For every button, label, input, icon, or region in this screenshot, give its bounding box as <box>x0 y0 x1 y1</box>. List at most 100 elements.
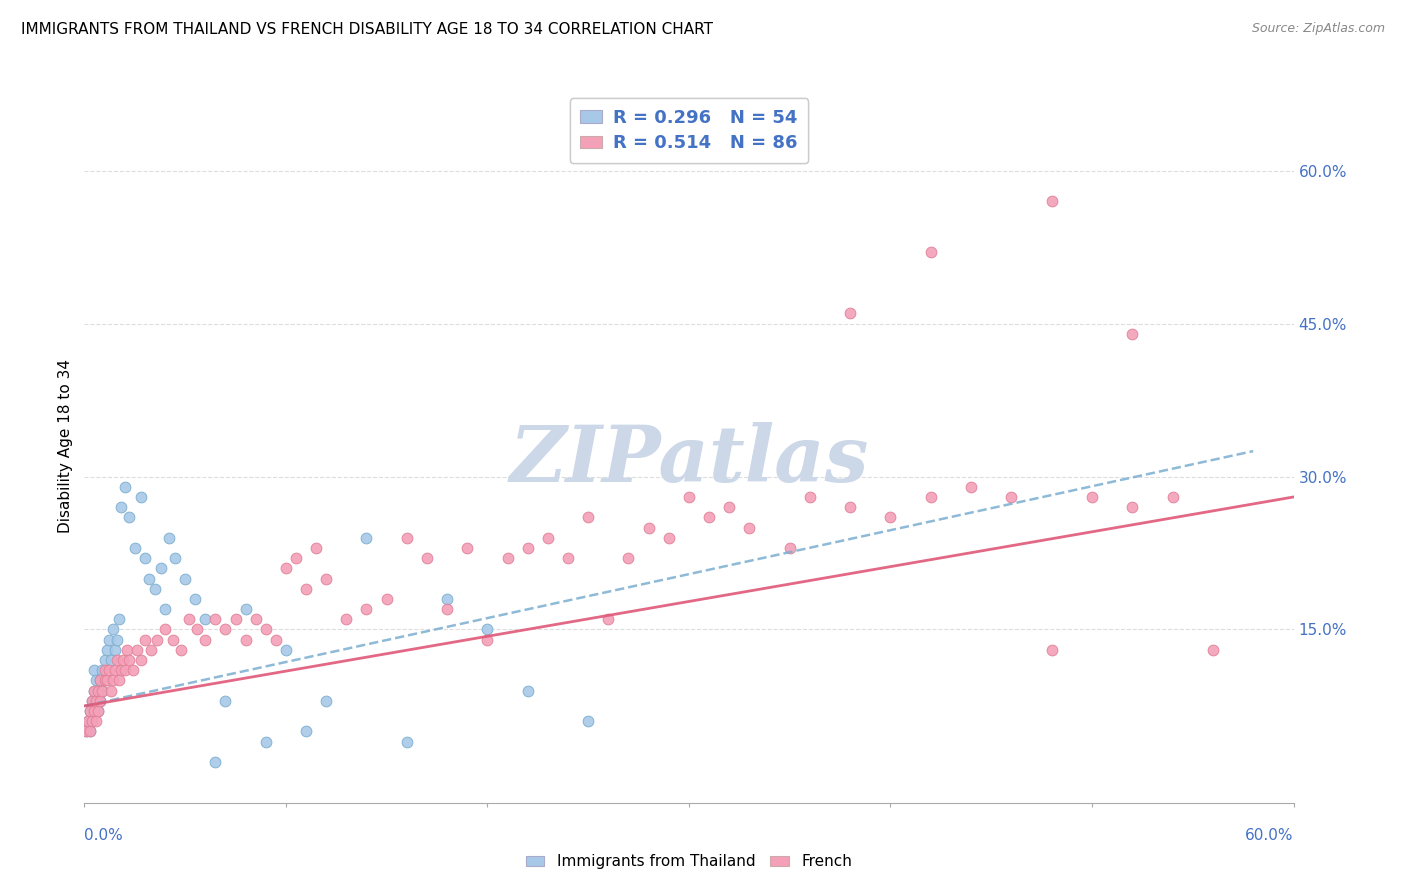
Point <box>82 714 104 729</box>
Point <box>839 500 862 515</box>
Point <box>557 551 579 566</box>
Point <box>315 572 337 586</box>
Point <box>477 632 499 647</box>
Point <box>97 632 120 647</box>
Point <box>86 694 108 708</box>
Point <box>537 531 560 545</box>
Point <box>110 663 132 677</box>
Point <box>576 714 599 729</box>
Point <box>920 490 942 504</box>
Point <box>129 653 152 667</box>
Point <box>75 724 97 739</box>
Point <box>496 551 519 566</box>
Point <box>214 623 236 637</box>
Point <box>87 704 110 718</box>
Point <box>149 561 172 575</box>
Point <box>93 673 115 688</box>
Point <box>153 623 176 637</box>
Point <box>617 551 640 566</box>
Point <box>1040 643 1063 657</box>
Point <box>91 683 114 698</box>
Text: IMMIGRANTS FROM THAILAND VS FRENCH DISABILITY AGE 18 TO 34 CORRELATION CHART: IMMIGRANTS FROM THAILAND VS FRENCH DISAB… <box>21 22 713 37</box>
Point <box>110 500 132 515</box>
Point <box>87 683 110 698</box>
Point <box>598 612 620 626</box>
Point <box>100 683 122 698</box>
Point <box>165 551 187 566</box>
Point <box>83 704 105 718</box>
Text: Source: ZipAtlas.com: Source: ZipAtlas.com <box>1251 22 1385 36</box>
Point <box>295 724 318 739</box>
Point <box>157 531 180 545</box>
Point <box>658 531 681 545</box>
Legend: R = 0.296   N = 54, R = 0.514   N = 86: R = 0.296 N = 54, R = 0.514 N = 86 <box>569 98 808 163</box>
Point <box>134 551 156 566</box>
Point <box>375 591 398 606</box>
Point <box>101 623 124 637</box>
Point <box>105 653 128 667</box>
Point <box>101 673 124 688</box>
Point <box>920 245 942 260</box>
Point <box>416 551 439 566</box>
Point <box>235 602 257 616</box>
Point <box>121 663 143 677</box>
Point <box>96 673 118 688</box>
Point <box>456 541 478 555</box>
Point <box>93 653 115 667</box>
Point <box>799 490 821 504</box>
Point <box>204 612 226 626</box>
Point <box>235 632 257 647</box>
Point <box>162 632 184 647</box>
Point <box>718 500 741 515</box>
Point <box>115 643 138 657</box>
Point <box>516 683 538 698</box>
Point <box>305 541 328 555</box>
Point <box>960 480 983 494</box>
Legend: Immigrants from Thailand, French: Immigrants from Thailand, French <box>520 848 858 875</box>
Point <box>125 643 148 657</box>
Point <box>118 510 141 524</box>
Point <box>194 612 217 626</box>
Point <box>89 673 111 688</box>
Point <box>138 572 160 586</box>
Point <box>114 663 136 677</box>
Point <box>118 653 141 667</box>
Point <box>97 663 120 677</box>
Point <box>335 612 357 626</box>
Point <box>129 490 152 504</box>
Point <box>170 643 193 657</box>
Point <box>124 541 146 555</box>
Point <box>77 714 100 729</box>
Point <box>179 612 201 626</box>
Point <box>738 520 761 534</box>
Point <box>91 663 114 677</box>
Point <box>79 704 101 718</box>
Point <box>82 694 104 708</box>
Point <box>879 510 901 524</box>
Point <box>114 480 136 494</box>
Point <box>356 531 378 545</box>
Point <box>83 663 105 677</box>
Point <box>245 612 267 626</box>
Point <box>82 714 104 729</box>
Point <box>184 591 207 606</box>
Text: 60.0%: 60.0% <box>1246 829 1294 843</box>
Point <box>83 704 105 718</box>
Point <box>436 591 458 606</box>
Point <box>75 724 97 739</box>
Point <box>93 663 115 677</box>
Point <box>1000 490 1022 504</box>
Point <box>100 653 122 667</box>
Point <box>1121 500 1143 515</box>
Point <box>477 623 499 637</box>
Point <box>395 531 418 545</box>
Point <box>111 653 134 667</box>
Point <box>86 694 108 708</box>
Point <box>254 734 277 748</box>
Point <box>264 632 287 647</box>
Y-axis label: Disability Age 18 to 34: Disability Age 18 to 34 <box>58 359 73 533</box>
Point <box>395 734 418 748</box>
Point <box>107 673 129 688</box>
Point <box>83 683 105 698</box>
Point <box>174 572 197 586</box>
